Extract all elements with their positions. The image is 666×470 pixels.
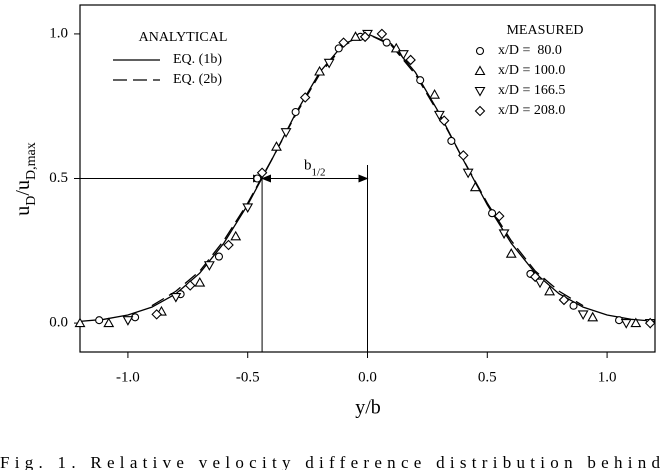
point	[534, 278, 546, 289]
point	[280, 128, 292, 138]
y-tick-label: 0.0	[49, 315, 68, 331]
line	[151, 33, 584, 307]
x-tick-label: -1.0	[116, 369, 140, 385]
point	[469, 181, 481, 192]
legend-label: x/D = 208.0	[498, 103, 565, 118]
annotation-text: b	[304, 158, 312, 174]
point	[558, 294, 570, 306]
x-tick-label: 1.0	[598, 369, 617, 385]
point	[334, 44, 343, 53]
point	[462, 168, 474, 179]
legend-label: x/D = 80.0	[498, 43, 562, 58]
point	[620, 319, 632, 329]
y-label-sub: D,max	[24, 142, 39, 180]
point	[291, 107, 300, 117]
y-axis-label: uD/uD,max	[12, 142, 39, 215]
legend-label: x/D = 100.0	[498, 63, 565, 78]
point	[529, 271, 541, 283]
point	[242, 203, 254, 214]
legend-marker	[474, 86, 486, 97]
point	[74, 317, 86, 328]
point	[230, 230, 242, 241]
point	[630, 317, 642, 328]
point	[587, 311, 599, 322]
point	[323, 58, 335, 69]
point	[644, 317, 656, 329]
point	[271, 141, 282, 151]
point	[505, 248, 517, 258]
legend-label: x/D = 166.5	[498, 83, 565, 98]
point	[429, 89, 441, 99]
y-label-part: u	[12, 206, 34, 216]
point	[397, 50, 409, 60]
legend-marker	[475, 46, 485, 56]
point	[382, 38, 391, 47]
x-tick-label: 0.5	[478, 369, 497, 385]
point	[194, 276, 206, 287]
y-tick-label: 0.5	[49, 170, 68, 186]
point	[458, 150, 469, 161]
point	[405, 54, 416, 66]
annotation-label: b1/2	[304, 158, 326, 178]
point	[416, 76, 425, 85]
annotation-sub: 1/2	[312, 166, 326, 178]
point	[359, 31, 371, 43]
point	[95, 316, 104, 325]
point	[256, 167, 268, 178]
point	[151, 309, 162, 320]
point	[203, 261, 215, 271]
legend-label: EQ. (2b)	[173, 72, 222, 87]
y-label-sub: D	[24, 196, 39, 206]
point	[569, 301, 578, 310]
x-tick-label: -0.5	[236, 369, 260, 385]
point	[438, 115, 450, 126]
caption: Fig. 1. Relative velocity difference dis…	[0, 453, 660, 470]
legend-marker	[474, 105, 486, 117]
point	[493, 210, 505, 222]
x-tick-label: 0.0	[358, 369, 377, 385]
point	[253, 174, 262, 183]
point	[170, 293, 182, 303]
point	[122, 316, 134, 326]
point	[184, 280, 196, 291]
point	[338, 37, 349, 48]
point	[577, 310, 589, 321]
point	[376, 28, 388, 40]
point	[488, 209, 497, 218]
point	[447, 136, 456, 145]
point	[314, 65, 326, 76]
point	[498, 229, 510, 240]
y-label-part: /u	[12, 180, 34, 196]
x-axis-label: y/b	[355, 397, 381, 419]
point	[223, 239, 234, 251]
point	[544, 285, 556, 296]
y-tick-label: 1.0	[49, 25, 68, 41]
legend-label: EQ. (1b)	[173, 52, 222, 67]
legend-marker	[474, 65, 486, 76]
point	[433, 110, 445, 121]
point	[350, 31, 361, 41]
legend-title: ANALYTICAL	[139, 30, 228, 45]
point	[214, 252, 224, 261]
legend-title: MEASURED	[506, 23, 583, 38]
point	[390, 42, 402, 53]
point	[299, 92, 311, 103]
point	[103, 317, 115, 328]
